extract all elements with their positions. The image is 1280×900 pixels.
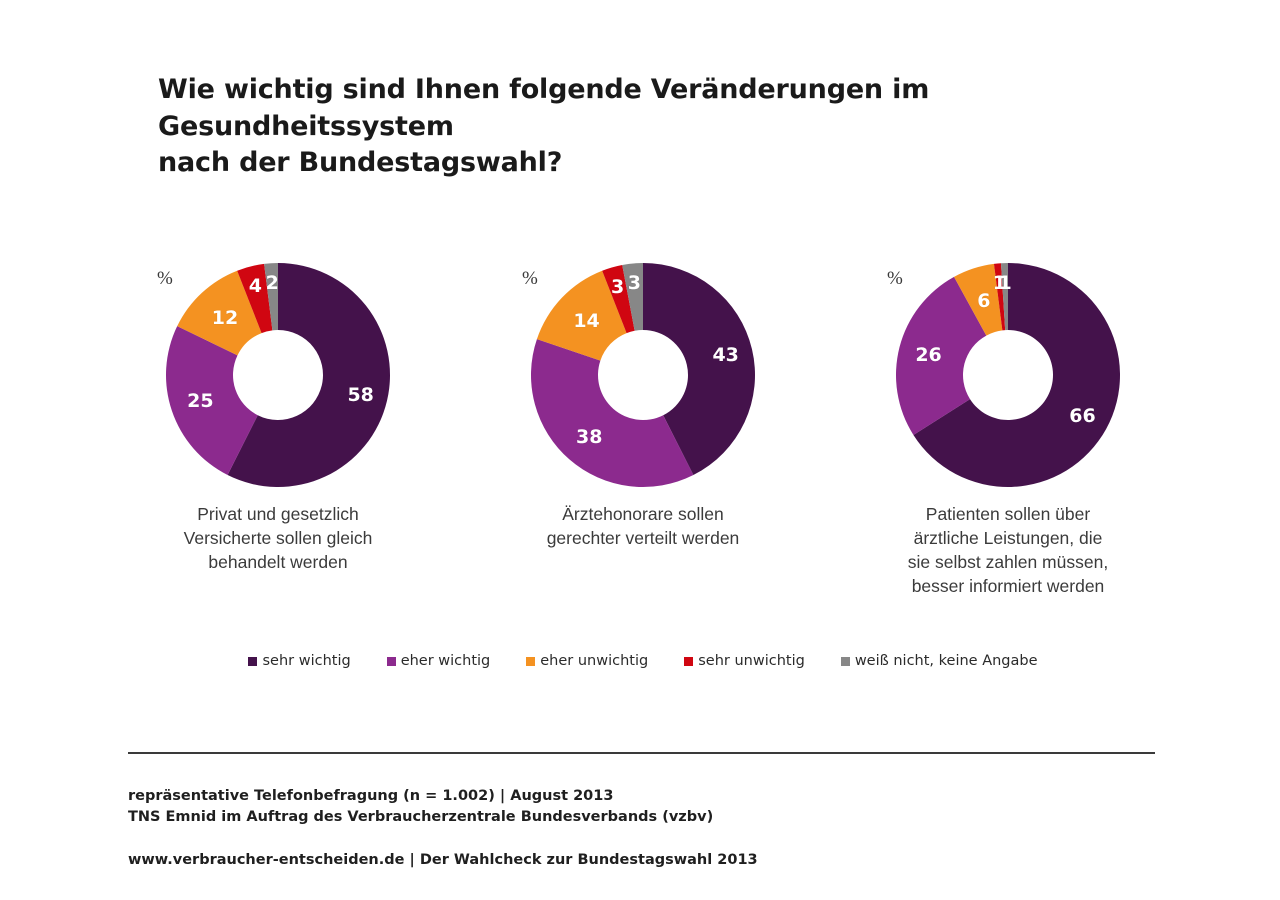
legend-item-label: eher wichtig [400, 653, 491, 669]
legend-item-label: eher unwichtig [540, 653, 649, 669]
chart-category-line: Patienten sollen über [925, 504, 1091, 524]
footer-line-2: TNS Emnid im Auftrag des Verbraucherzent… [128, 809, 714, 826]
chart-patienteninformation: 66 26 6 1 1% Patienten sollen über ärztliche L… [858, 262, 1158, 599]
legend-item[interactable]: eher unwichtig [526, 653, 648, 669]
donut-slice-0 [913, 263, 1120, 487]
chart-category-line: besser informiert werden [911, 576, 1105, 597]
chart-category-line: behandelt werden [208, 552, 348, 573]
donut-slice-1 [531, 339, 694, 488]
donut-slice-1 [896, 276, 987, 436]
donut-slice-4 [622, 263, 643, 331]
chart-category-line: Privat und gesetzlich [197, 504, 359, 524]
page-title-line-1: Wie wichtig sind Ihnen folgende Veränder… [158, 74, 930, 142]
footer-source: www.verbraucher-entscheiden.de | Der Wah… [128, 850, 1128, 871]
donut-slice-1 [165, 326, 258, 476]
percent-symbol: % [157, 268, 173, 289]
chart-category-line: sie selbst zahlen müssen, [907, 552, 1109, 573]
chart-category-label: Ärztehonorare sollen gerechter verteilt w… [508, 502, 778, 550]
chart-category-label: Patienten sollen über ärztliche Leistunge… [873, 502, 1143, 599]
chart-aerztehonorare: 43 38 14 3 3% Ärztehonorare sollen gerechter v… [493, 262, 793, 550]
legend-swatch-icon [386, 656, 396, 666]
footer-line-1: repräsentative Telefonbefragung (n = 1.0… [128, 788, 614, 804]
legend-item-label: sehr wichtig [262, 653, 351, 669]
chart-category-line: gerechter verteilt werden [546, 528, 740, 549]
footer-divider [128, 752, 1155, 754]
donut-chart [165, 263, 390, 487]
chart-category-line: ärztliche Leistungen, die [913, 528, 1103, 549]
donut-slice-4 [264, 263, 278, 331]
donut-chart [531, 263, 755, 488]
footer-notes: repräsentative Telefonbefragung (n = 1.0… [128, 786, 1128, 871]
donut-slice-3 [993, 263, 1006, 331]
legend-item[interactable]: eher wichtig [386, 653, 491, 669]
legend-swatch-icon [248, 656, 258, 666]
legend-swatch-icon [684, 656, 694, 666]
legend-swatch-icon [840, 656, 850, 666]
legend-item-label: weiß nicht, keine Angabe [854, 653, 1038, 669]
legend-item[interactable]: sehr unwichtig [684, 653, 805, 669]
legend-swatch-icon [526, 656, 536, 666]
donut-wrapper: 66 26 6 1 1% [887, 262, 1121, 488]
donut-chart-row: 58 25 12 4 2% Privat und gesetzlich Versichert… [128, 262, 1158, 622]
percent-symbol: % [522, 268, 538, 289]
donut-slice-2 [954, 263, 1003, 336]
footer-methodology: repräsentative Telefonbefragung (n = 1.0… [128, 786, 1128, 828]
donut-wrapper: 58 25 12 4 2% [157, 262, 391, 488]
donut-slice-3 [237, 263, 273, 334]
donut-slice-3 [602, 264, 635, 334]
donut-slice-0 [227, 263, 390, 487]
page-title: Wie wichtig sind Ihnen folgende Veränder… [158, 72, 1138, 182]
chart-legend: sehr wichtig eher wichtig eher unwichtig se… [128, 653, 1158, 669]
chart-category-label: Privat und gesetzlich Versicherte sollen … [143, 502, 413, 574]
footer-line-3: www.verbraucher-entscheiden.de | Der Wah… [128, 852, 758, 869]
donut-slice-2 [536, 270, 627, 361]
donut-slice-2 [177, 270, 262, 356]
chart-category-line: Versicherte sollen gleich [183, 528, 373, 549]
page-title-line-2: nach der Bundestagswahl? [158, 147, 563, 179]
chart-privat-gesetzlich: 58 25 12 4 2% Privat und gesetzlich Versichert… [128, 262, 428, 574]
legend-item-label: sehr unwichtig [698, 653, 805, 669]
donut-slice-4 [1000, 263, 1008, 331]
donut-chart [896, 263, 1120, 487]
percent-symbol: % [887, 268, 903, 289]
legend-item[interactable]: weiß nicht, keine Angabe [840, 653, 1038, 669]
donut-slice-0 [643, 263, 755, 476]
chart-category-line: Ärztehonorare sollen [562, 504, 724, 524]
donut-wrapper: 43 38 14 3 3% [522, 262, 756, 488]
legend-item[interactable]: sehr wichtig [248, 653, 351, 669]
